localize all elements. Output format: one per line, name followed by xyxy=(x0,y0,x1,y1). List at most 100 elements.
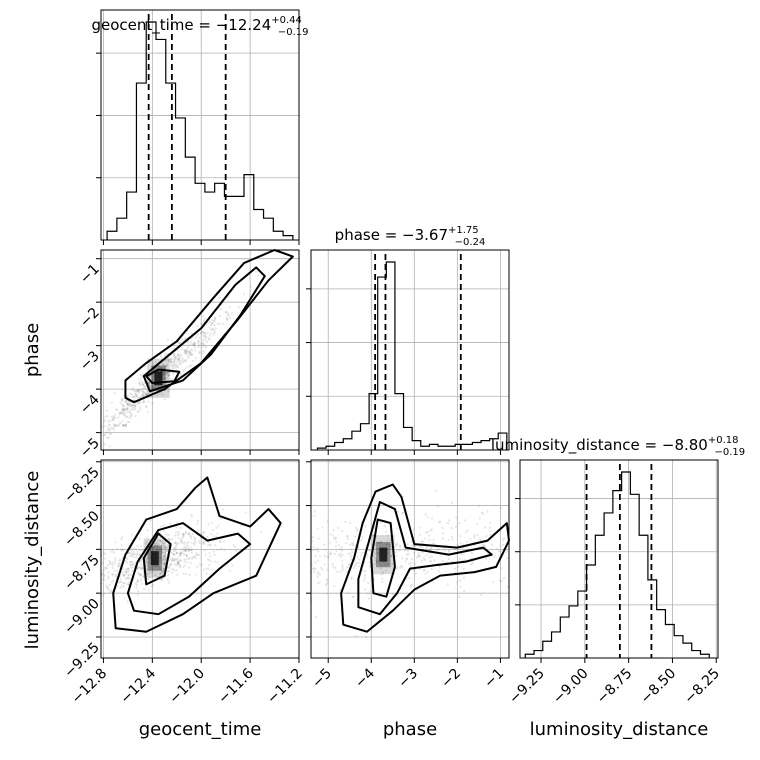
sample-point xyxy=(135,391,138,394)
sample-point xyxy=(160,578,164,582)
sample-point xyxy=(184,350,187,353)
sample-point xyxy=(129,408,132,412)
sample-point xyxy=(459,585,462,588)
sample-point xyxy=(346,537,349,540)
sample-point xyxy=(155,564,159,567)
sample-point xyxy=(173,363,176,366)
sample-point xyxy=(147,410,150,413)
sample-point xyxy=(186,344,189,347)
sample-point xyxy=(119,586,122,589)
sample-point xyxy=(149,519,152,522)
sample-point xyxy=(196,519,200,523)
sample-point xyxy=(178,554,182,558)
sample-point xyxy=(193,343,196,346)
sample-point xyxy=(417,554,421,557)
sample-point xyxy=(109,419,112,422)
sample-point xyxy=(129,404,132,407)
sample-point xyxy=(192,541,196,545)
sample-point xyxy=(430,567,433,571)
sample-point xyxy=(439,520,442,523)
sample-point xyxy=(146,577,150,581)
sample-point xyxy=(167,390,170,393)
sample-point xyxy=(362,579,366,582)
sample-point xyxy=(127,574,130,577)
contour-phase-vs-geocent-time-2 xyxy=(145,368,181,385)
sample-point xyxy=(161,559,165,562)
sample-point xyxy=(173,558,176,561)
sample-point xyxy=(120,544,123,547)
sample-point xyxy=(125,561,128,564)
sample-point xyxy=(108,561,112,564)
sample-point xyxy=(180,550,183,553)
sample-point xyxy=(201,342,204,345)
sample-point xyxy=(142,391,145,394)
sample-point xyxy=(207,523,210,526)
sample-point xyxy=(179,554,182,557)
sample-point xyxy=(162,376,165,379)
sample-point xyxy=(152,380,155,383)
sample-point xyxy=(212,320,215,323)
sample-point xyxy=(191,343,195,346)
sample-point xyxy=(160,355,163,359)
sample-point xyxy=(107,571,110,574)
sample-point xyxy=(202,568,205,571)
sample-point xyxy=(329,553,332,556)
sample-point xyxy=(226,312,229,315)
sample-point xyxy=(368,548,371,551)
sample-point xyxy=(459,542,462,545)
sample-point xyxy=(184,546,187,550)
sample-point xyxy=(347,552,350,555)
sample-point xyxy=(106,586,109,589)
sample-point xyxy=(428,552,431,555)
sample-point xyxy=(178,357,181,360)
sample-point xyxy=(355,563,358,566)
sample-point xyxy=(150,571,153,574)
sample-point xyxy=(313,510,316,513)
sample-point xyxy=(144,392,147,395)
sample-point xyxy=(175,569,178,572)
sample-point xyxy=(169,360,172,363)
sample-point xyxy=(192,343,195,346)
sample-point xyxy=(157,568,160,571)
sample-point xyxy=(108,427,111,430)
sample-point xyxy=(401,512,404,515)
sample-point xyxy=(189,353,192,357)
sample-point xyxy=(166,549,169,552)
sample-point xyxy=(135,556,138,559)
sample-point xyxy=(164,370,167,374)
sample-point xyxy=(214,316,217,319)
sample-point xyxy=(135,389,139,392)
sample-point xyxy=(136,567,139,570)
sample-point xyxy=(358,558,361,561)
sample-point xyxy=(358,561,361,565)
sample-point xyxy=(183,541,186,544)
sample-point xyxy=(115,408,118,411)
sample-point xyxy=(185,351,188,354)
sample-point xyxy=(179,559,182,562)
sample-point xyxy=(185,351,188,354)
sample-point xyxy=(125,576,129,580)
sample-point xyxy=(368,549,371,552)
sample-point xyxy=(129,552,132,555)
sample-point xyxy=(145,406,148,409)
sample-point xyxy=(391,563,394,566)
sample-point xyxy=(396,527,399,530)
sample-point xyxy=(147,572,151,575)
sample-point xyxy=(208,326,211,329)
sample-point xyxy=(102,569,105,572)
sample-point xyxy=(506,585,510,588)
sample-point xyxy=(163,373,166,376)
sample-point xyxy=(132,403,135,407)
sample-point xyxy=(194,537,197,540)
sample-point xyxy=(458,595,461,598)
sample-point xyxy=(105,584,108,587)
sample-point xyxy=(184,532,188,535)
sample-point xyxy=(187,349,190,353)
sample-point xyxy=(123,574,126,577)
sample-point xyxy=(130,413,133,416)
sample-point xyxy=(191,349,194,352)
sample-point xyxy=(423,569,426,572)
sample-point xyxy=(153,545,156,549)
sample-point xyxy=(108,445,111,448)
sample-point xyxy=(162,558,165,561)
